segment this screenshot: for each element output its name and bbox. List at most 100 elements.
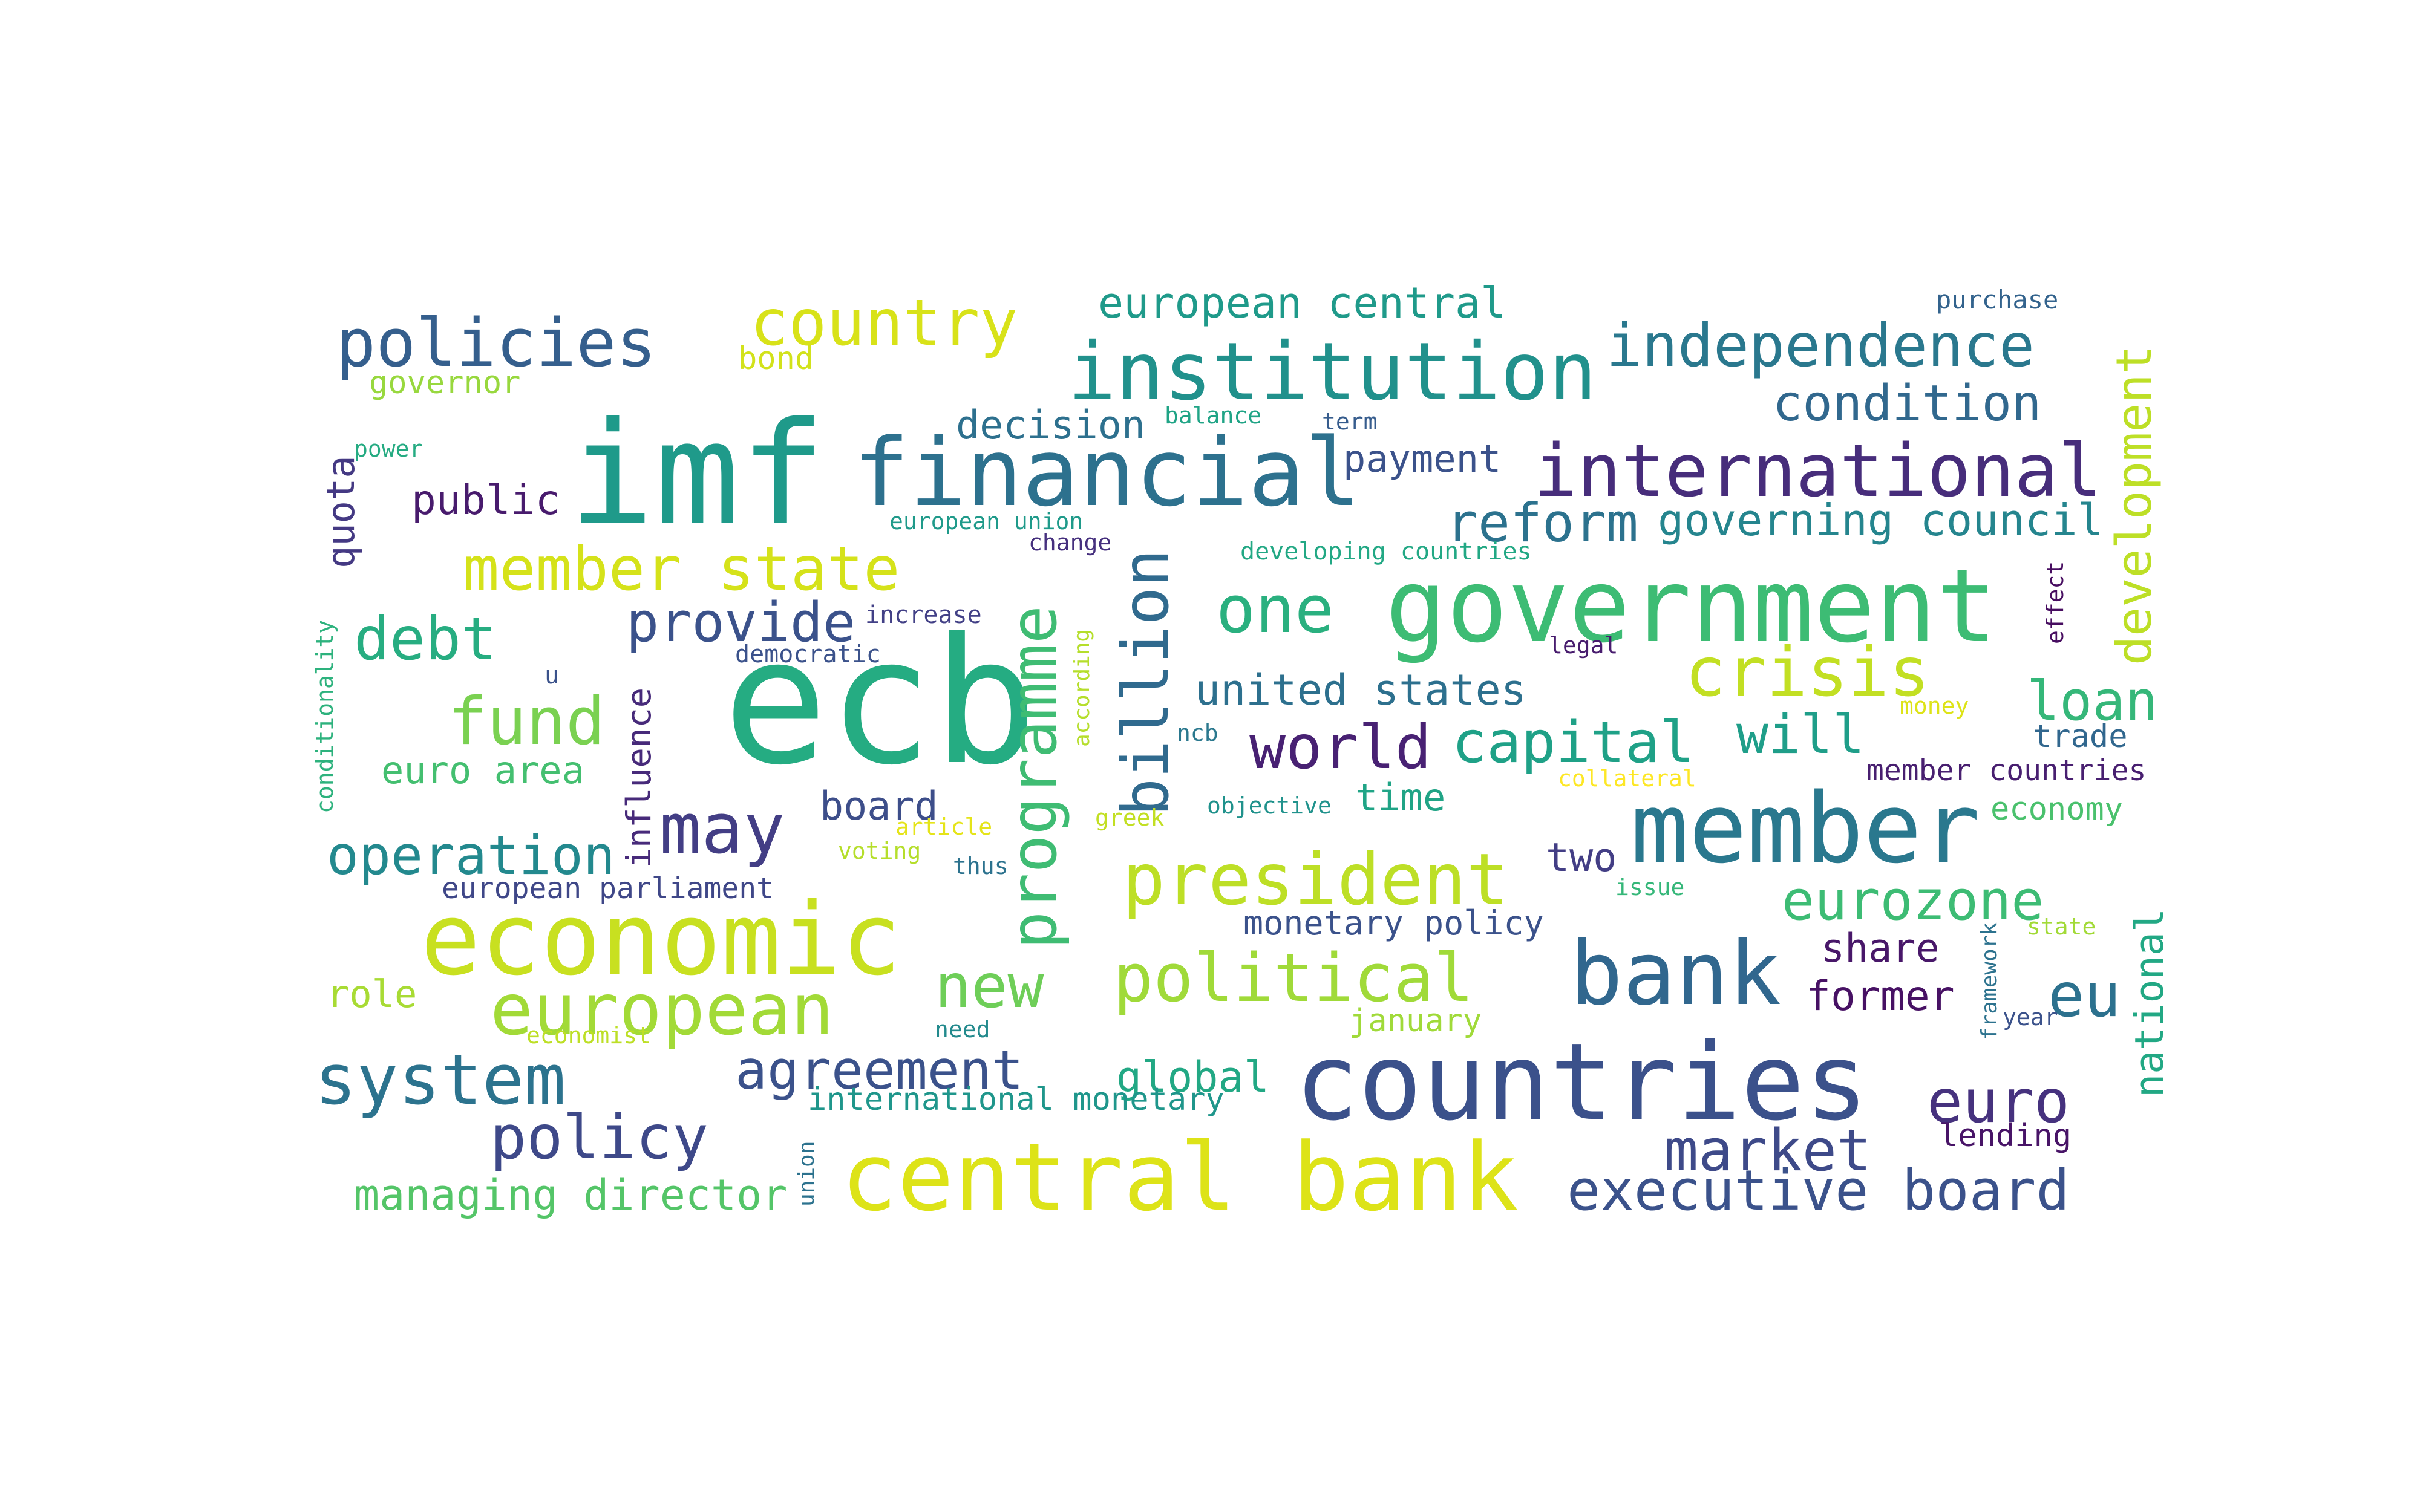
word-economic: economic <box>420 881 901 997</box>
word-governing-council: governing council <box>1658 495 2104 546</box>
word-member: member <box>1630 772 1980 885</box>
word-national: national <box>2127 908 2173 1098</box>
word-legal: legal <box>1549 632 1618 659</box>
word-power: power <box>354 435 423 462</box>
word-ncb: ncb <box>1177 720 1218 746</box>
word-union: union <box>794 1141 819 1207</box>
word-trade: trade <box>2033 719 2128 755</box>
word-policies: policies <box>336 304 656 382</box>
word-european-union: european union <box>889 508 1083 535</box>
word-decision: decision <box>956 403 1145 448</box>
word-monetary-policy: monetary policy <box>1243 904 1544 942</box>
word-collateral: collateral <box>1558 765 1696 792</box>
word-international-monetary: international monetary <box>808 1081 1225 1118</box>
word-bond: bond <box>738 341 814 377</box>
word-u: u <box>544 662 559 689</box>
word-term: term <box>1322 408 1378 435</box>
word-year: year <box>2003 1004 2058 1031</box>
word-effect: effect <box>2042 561 2068 644</box>
word-purchase: purchase <box>1936 285 2058 314</box>
word-quota: quota <box>319 455 363 569</box>
word-influence: influence <box>620 688 658 868</box>
word-balance: balance <box>1165 402 1261 429</box>
word-governor: governor <box>369 365 520 401</box>
word-share: share <box>1821 926 1940 971</box>
word-one: one <box>1216 572 1334 648</box>
word-developing-countries: developing countries <box>1240 538 1532 565</box>
word-european-central: european central <box>1098 278 1506 328</box>
word-may: may <box>659 789 785 870</box>
word-imf: imf <box>569 392 825 557</box>
word-need: need <box>935 1016 990 1043</box>
word-crisis: crisis <box>1685 633 1930 712</box>
word-institution: institution <box>1068 325 1597 419</box>
word-president: president <box>1122 838 1509 921</box>
word-lending: lending <box>1939 1118 2072 1154</box>
word-reform: reform <box>1446 492 1638 554</box>
word-according: according <box>1070 629 1094 747</box>
word-bank: bank <box>1570 923 1781 1025</box>
word-european-parliament: european parliament <box>442 872 774 905</box>
word-objective: objective <box>1207 792 1332 819</box>
word-political: political <box>1113 939 1474 1017</box>
word-eu: eu <box>2048 960 2121 1031</box>
word-member-state: member state <box>463 533 900 604</box>
word-system: system <box>315 1040 566 1121</box>
word-market: market <box>1664 1118 1871 1184</box>
word-agreement: agreement <box>735 1039 1024 1101</box>
word-debt: debt <box>354 605 497 674</box>
word-policy: policy <box>490 1102 708 1173</box>
word-payment: payment <box>1343 437 1501 481</box>
word-conditionality: conditionality <box>312 620 338 813</box>
word-world: world <box>1249 712 1431 783</box>
word-change: change <box>1028 529 1111 556</box>
word-international: international <box>1534 429 2102 513</box>
word-ecb: ecb <box>723 601 1038 803</box>
word-global: global <box>1116 1052 1269 1102</box>
word-economy: economy <box>1990 791 2123 827</box>
word-capital: capital <box>1452 709 1694 776</box>
word-thus: thus <box>953 853 1009 879</box>
word-member-countries: member countries <box>1866 754 2146 787</box>
word-money: money <box>1900 692 1969 719</box>
word-government: government <box>1385 547 1997 665</box>
word-fund: fund <box>448 684 605 760</box>
word-article: article <box>895 813 992 840</box>
word-financial: financial <box>853 418 1361 527</box>
word-central-bank: central bank <box>841 1123 1519 1232</box>
word-economist: economist <box>526 1022 651 1049</box>
word-countries: countries <box>1295 1022 1868 1144</box>
word-development: development <box>2106 345 2162 665</box>
word-voting: voting <box>838 838 921 864</box>
word-provide: provide <box>626 591 855 654</box>
word-will: will <box>1736 703 1865 766</box>
word-increase: increase <box>865 601 982 629</box>
word-democratic: democratic <box>735 640 881 668</box>
word-greek: greek <box>1095 804 1165 831</box>
word-independence: independence <box>1606 311 2035 380</box>
word-euro: euro <box>1927 1067 2070 1136</box>
word-operation: operation <box>327 824 615 887</box>
word-eurozone: eurozone <box>1782 869 2044 933</box>
word-loan: loan <box>2027 670 2158 733</box>
word-european: european <box>490 968 834 1051</box>
word-condition: condition <box>1773 375 2041 432</box>
word-board: board <box>820 784 938 829</box>
word-country: country <box>750 286 1018 360</box>
word-time: time <box>1355 775 1445 820</box>
word-former: former <box>1806 973 1955 1020</box>
word-united-states: united states <box>1195 665 1526 715</box>
word-role: role <box>327 972 417 1016</box>
word-executive-board: executive board <box>1567 1158 2070 1223</box>
word-issue: issue <box>1615 874 1684 901</box>
word-billion: billion <box>1109 549 1183 816</box>
word-framework: framework <box>1977 922 2002 1040</box>
word-two: two <box>1546 835 1617 881</box>
word-state: state <box>2027 913 2096 940</box>
word-public: public <box>411 477 560 524</box>
word-new: new <box>935 951 1044 1022</box>
word-euro-area: euro area <box>381 748 584 792</box>
word-january: january <box>1349 1003 1482 1039</box>
word-managing-director: managing director <box>354 1170 787 1220</box>
